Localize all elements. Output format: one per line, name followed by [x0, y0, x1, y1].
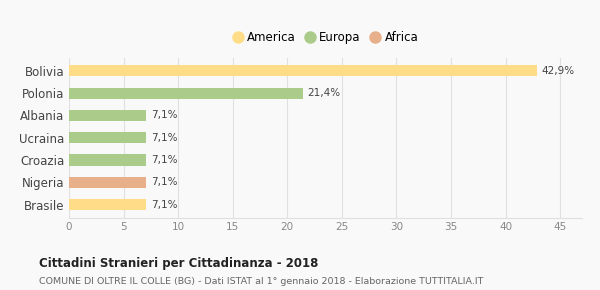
- Text: 7,1%: 7,1%: [151, 133, 178, 143]
- Text: 7,1%: 7,1%: [151, 200, 178, 210]
- Legend: America, Europa, Africa: America, Europa, Africa: [230, 29, 421, 46]
- Bar: [69, 132, 146, 143]
- Text: COMUNE DI OLTRE IL COLLE (BG) - Dati ISTAT al 1° gennaio 2018 - Elaborazione TUT: COMUNE DI OLTRE IL COLLE (BG) - Dati IST…: [39, 277, 484, 286]
- Bar: [69, 65, 537, 76]
- Text: 21,4%: 21,4%: [307, 88, 340, 98]
- Text: 42,9%: 42,9%: [542, 66, 575, 76]
- Text: 7,1%: 7,1%: [151, 155, 178, 165]
- Bar: [69, 155, 146, 166]
- Bar: [69, 110, 146, 121]
- Bar: [69, 199, 146, 210]
- Bar: [69, 177, 146, 188]
- Bar: [69, 88, 302, 99]
- Text: Cittadini Stranieri per Cittadinanza - 2018: Cittadini Stranieri per Cittadinanza - 2…: [39, 257, 319, 270]
- Text: 7,1%: 7,1%: [151, 177, 178, 187]
- Text: 7,1%: 7,1%: [151, 110, 178, 120]
